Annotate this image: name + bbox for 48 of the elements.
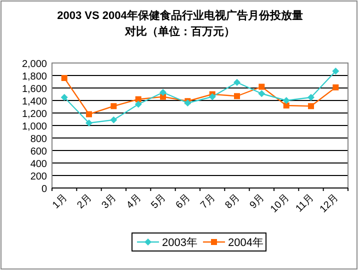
y-tick-label: 1,000	[22, 122, 48, 132]
y-tick-label: 1,400	[22, 96, 48, 108]
x-tick-label: 6月	[174, 192, 193, 212]
point	[234, 78, 240, 86]
point	[60, 94, 68, 101]
point	[110, 116, 118, 124]
chart-title: 2003 VS 2004年保健食品行业电视广告月份投放量	[57, 9, 303, 22]
point	[160, 94, 166, 100]
point	[308, 103, 314, 110]
point	[332, 68, 340, 75]
x-tick-label: 1月	[50, 192, 70, 212]
point	[283, 102, 290, 108]
point	[332, 84, 339, 90]
x-tick-label: 2月	[75, 192, 94, 212]
x-tick-label: 8月	[223, 192, 242, 212]
point	[110, 103, 117, 110]
legend-label: 2003年	[162, 237, 198, 249]
x-tick-label: 12月	[318, 192, 341, 216]
y-tick-label: 800	[30, 134, 48, 145]
legend-label: 2004年	[228, 237, 264, 249]
x-tick-label: 5月	[149, 192, 168, 212]
x-tick-label: 11月	[294, 192, 316, 215]
point	[208, 93, 216, 100]
y-tick-label: 200	[30, 172, 48, 182]
point	[134, 100, 142, 108]
point	[135, 96, 142, 102]
point	[234, 93, 240, 100]
point	[86, 111, 92, 118]
x-tick-label: 9月	[248, 192, 267, 212]
y-tick-label: 2,000	[22, 59, 48, 70]
y-tick-label: 0	[41, 184, 48, 195]
x-tick-label: 3月	[100, 192, 119, 212]
chart-subtitle: 对比（单位：百万元）	[124, 25, 235, 38]
y-tick-label: 400	[30, 159, 48, 170]
y-tick-label: 1,800	[22, 72, 48, 82]
point	[61, 75, 68, 81]
x-tick-label: 10月	[268, 192, 292, 216]
point	[258, 84, 265, 90]
y-tick-label: 1,200	[22, 109, 48, 120]
x-tick-label: 4月	[124, 192, 144, 212]
x-tick-label: 7月	[198, 192, 218, 212]
y-tick-label: 600	[30, 146, 48, 158]
point	[258, 90, 266, 98]
point	[308, 94, 314, 101]
y-tick-label: 1,600	[22, 84, 48, 95]
point	[160, 88, 166, 96]
point	[86, 120, 92, 126]
point	[282, 97, 290, 104]
